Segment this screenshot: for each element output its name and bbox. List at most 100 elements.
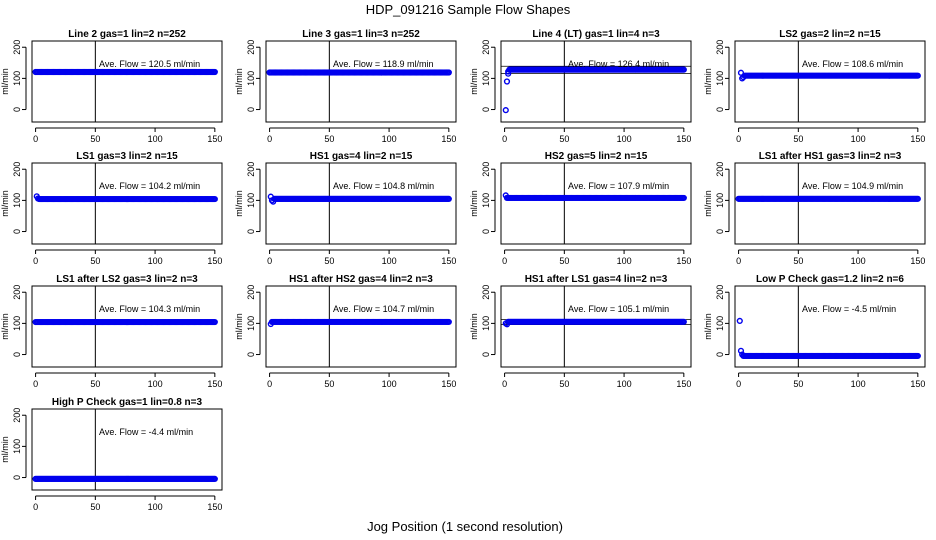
data-point (503, 194, 511, 201)
x-tick-label: 0 (33, 379, 38, 389)
x-tick-label: 100 (148, 256, 163, 266)
data-points (502, 192, 687, 202)
data-point (914, 195, 921, 202)
y-axis-label: ml/min (469, 190, 479, 217)
x-tick-label: 50 (324, 379, 334, 389)
average-flow-annotation: Ave. Flow = 108.6 ml/min (802, 59, 903, 69)
panel-title: HS1 after HS2 gas=4 lin=2 n=3 (289, 274, 433, 285)
x-tick-label: 0 (736, 379, 741, 389)
y-tick-label: 100 (715, 193, 725, 208)
y-tick-label: 200 (246, 285, 256, 300)
x-tick-label: 50 (559, 379, 569, 389)
flow-panel-3: Line 4 (LT) gas=1 lin=4 n=3 0 50 100 150 0 100… (469, 29, 692, 144)
x-tick-label: 150 (207, 256, 222, 266)
panel-title: Line 3 gas=1 lin=3 n=252 (302, 29, 420, 40)
x-tick-label: 100 (382, 256, 397, 266)
plot-frame (734, 285, 926, 368)
data-point (736, 317, 743, 324)
x-tick-label: 0 (502, 134, 507, 144)
y-tick-label: 0 (12, 229, 22, 234)
x-tick-label: 0 (736, 256, 741, 266)
y-axis-label: ml/min (469, 68, 479, 95)
data-point (739, 75, 746, 82)
data-points (32, 68, 218, 76)
x-tick-label: 150 (676, 379, 691, 389)
x-tick-label: 150 (910, 256, 925, 266)
plot-frame (500, 162, 692, 245)
data-point (211, 318, 218, 326)
y-axis-label: ml/min (0, 68, 10, 95)
plot-frame (31, 408, 223, 491)
y-axis-label: ml/min (703, 68, 713, 95)
x-tick-label: 150 (441, 256, 456, 266)
x-tick-label: 50 (793, 134, 803, 144)
y-tick-label: 0 (715, 229, 725, 234)
y-tick-label: 0 (12, 475, 22, 480)
y-tick-label: 0 (481, 229, 491, 234)
data-point (267, 193, 274, 200)
data-point (211, 68, 218, 76)
x-tick-label: 0 (502, 379, 507, 389)
data-point (737, 347, 745, 354)
x-tick-label: 150 (207, 134, 222, 144)
data-point (211, 475, 218, 483)
average-flow-annotation: Ave. Flow = 118.9 ml/min (333, 59, 433, 69)
data-point (503, 321, 511, 328)
average-flow-annotation: Ave. Flow = 104.9 ml/min (802, 181, 903, 191)
plot-frame (500, 40, 692, 123)
x-tick-label: 50 (90, 502, 100, 512)
y-tick-label: 200 (12, 162, 22, 177)
y-tick-label: 200 (12, 285, 22, 300)
panel-title: High P Check gas=1 lin=0.8 n=3 (52, 397, 203, 408)
data-point (34, 195, 42, 202)
y-tick-label: 200 (481, 285, 491, 300)
y-tick-label: 200 (715, 162, 725, 177)
y-axis-label: ml/min (0, 190, 10, 217)
y-tick-label: 0 (246, 107, 256, 112)
data-points (32, 318, 218, 326)
data-point (445, 195, 452, 202)
flow-panel-5: LS1 gas=3 lin=2 n=15 0 50 100 150 0 100 200 ml/m… (0, 151, 223, 266)
x-tick-label: 100 (148, 502, 163, 512)
data-points (736, 317, 921, 360)
x-tick-label: 50 (793, 379, 803, 389)
x-tick-label: 150 (207, 379, 222, 389)
x-tick-label: 50 (793, 256, 803, 266)
y-axis-label: ml/min (234, 68, 244, 95)
x-tick-label: 100 (148, 379, 163, 389)
y-tick-label: 200 (481, 40, 491, 55)
x-tick-label: 150 (441, 134, 456, 144)
plot-frame (734, 40, 926, 123)
panel-title: LS1 gas=3 lin=2 n=15 (76, 151, 178, 162)
x-tick-label: 150 (441, 379, 456, 389)
data-point (445, 318, 452, 326)
data-point (503, 78, 511, 85)
data-point (211, 195, 218, 203)
x-tick-label: 150 (910, 134, 925, 144)
data-points (33, 193, 218, 203)
x-tick-label: 0 (502, 256, 507, 266)
panel-title: Line 2 gas=1 lin=2 n=252 (68, 29, 186, 40)
average-flow-annotation: Ave. Flow = 107.9 ml/min (568, 181, 669, 191)
x-tick-label: 50 (559, 256, 569, 266)
flow-panel-11: HS1 after LS1 gas=4 lin=2 n=3 0 50 100 150 0 1… (469, 274, 692, 389)
x-tick-label: 100 (382, 134, 397, 144)
y-axis-label: ml/min (703, 313, 713, 340)
y-tick-label: 200 (246, 40, 256, 55)
y-tick-label: 100 (481, 71, 491, 86)
panel-title: HS1 gas=4 lin=2 n=15 (310, 151, 413, 162)
data-point (268, 197, 276, 204)
y-tick-label: 0 (715, 352, 725, 357)
panel-title: LS1 after HS1 gas=3 lin=2 n=3 (759, 151, 902, 162)
data-points (267, 193, 452, 205)
panel-title: HS2 gas=5 lin=2 n=15 (545, 151, 648, 162)
flow-panel-7: HS2 gas=5 lin=2 n=15 0 50 100 150 0 100 200 ml/m… (469, 151, 692, 266)
x-tick-label: 100 (851, 379, 866, 389)
x-tick-label: 100 (617, 134, 632, 144)
data-point (267, 320, 274, 328)
x-tick-label: 100 (851, 256, 866, 266)
figure-title: HDP_091216 Sample Flow Shapes (366, 2, 571, 17)
y-tick-label: 0 (481, 107, 491, 112)
x-tick-label: 50 (559, 134, 569, 144)
y-tick-label: 100 (12, 439, 22, 454)
